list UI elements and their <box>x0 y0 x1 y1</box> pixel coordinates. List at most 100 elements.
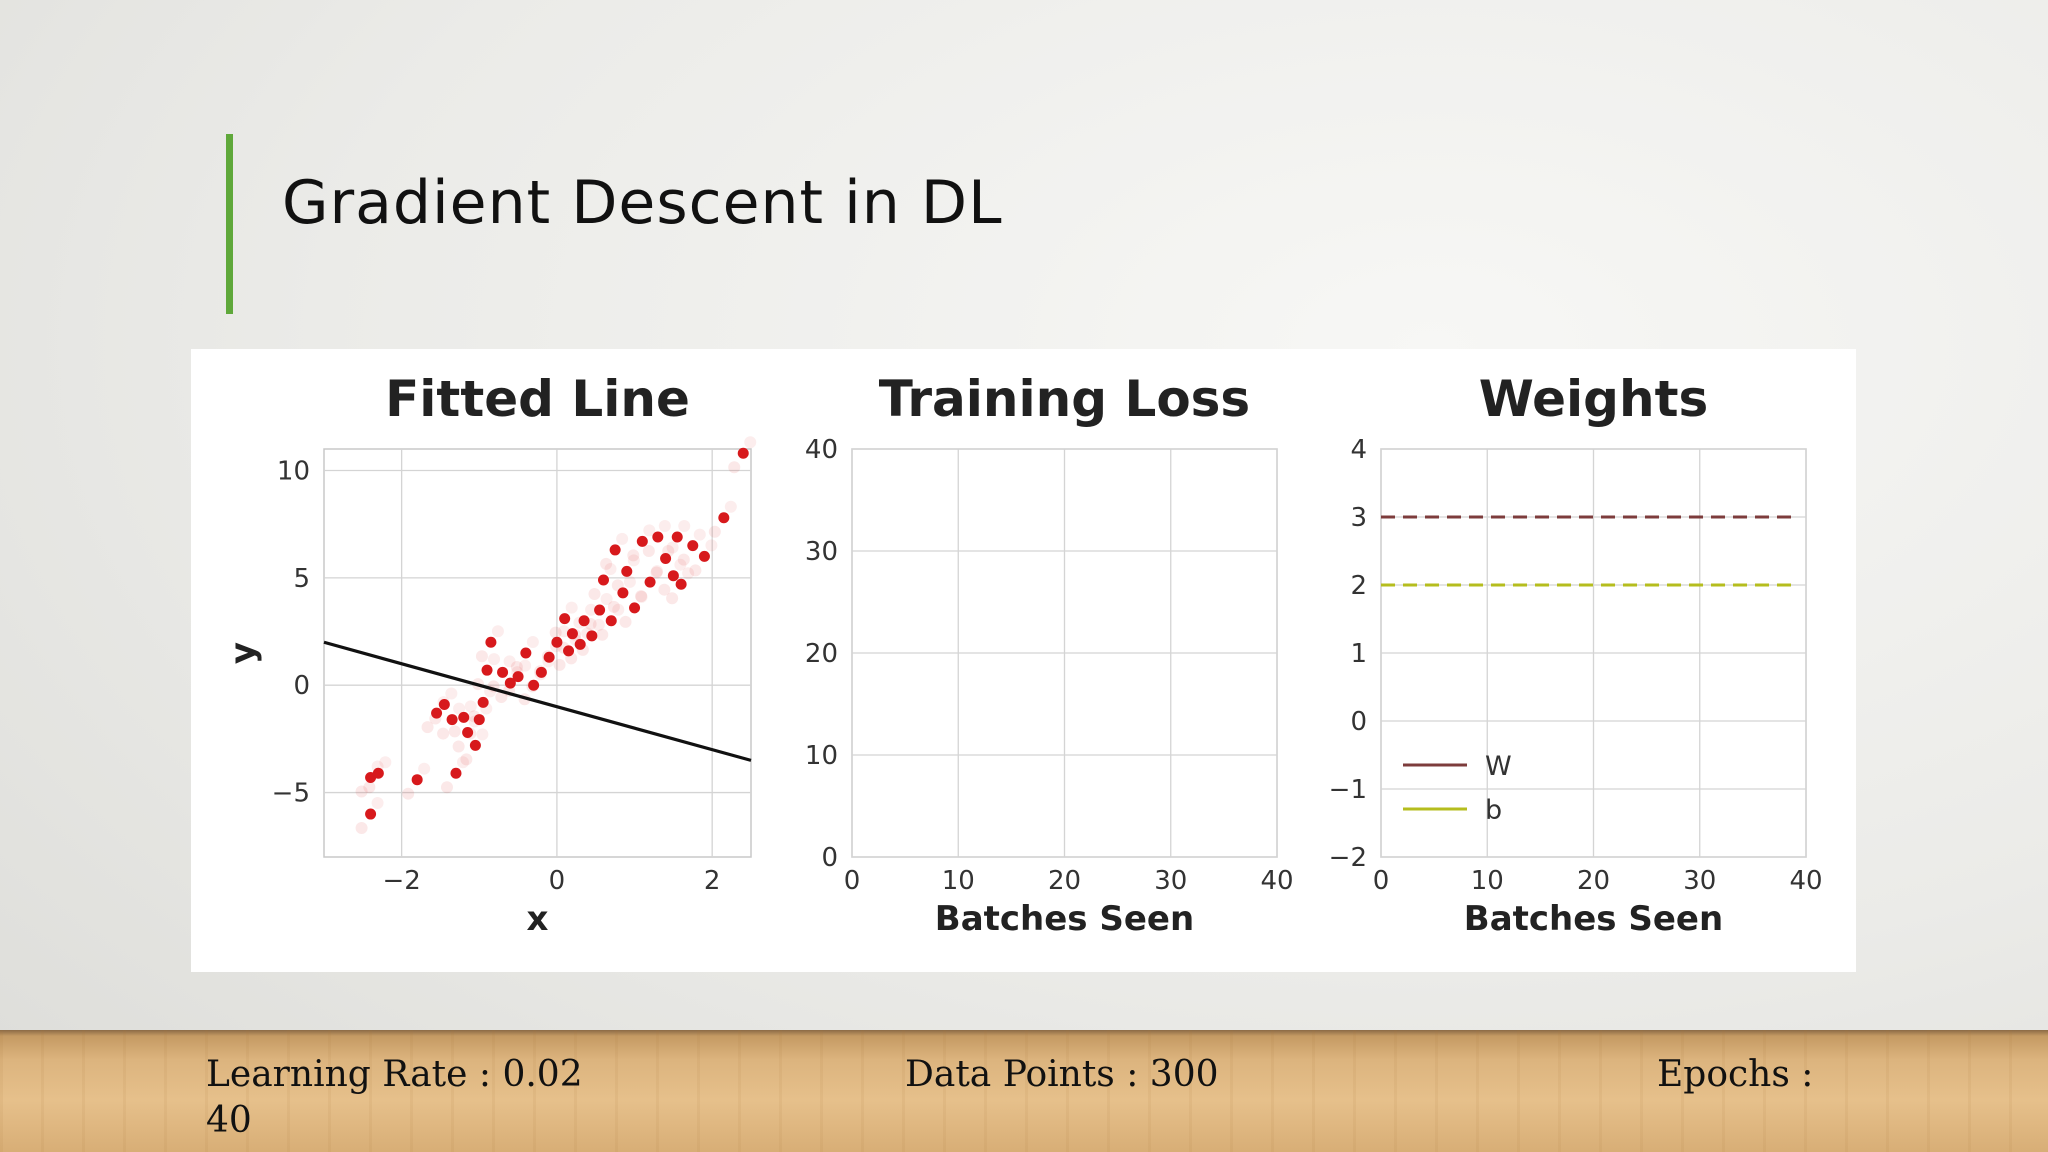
faded-data-point <box>464 700 477 713</box>
data-point <box>559 613 571 625</box>
faded-data-point <box>456 756 469 769</box>
data-point <box>528 679 540 691</box>
data-point <box>617 587 629 599</box>
plot-area-1 <box>323 448 752 858</box>
figure-panel: −2 0 2 −5 0 5 10 Fitted Line x y 0 10 20 30 40 0 10 20 30 4… <box>191 349 1856 972</box>
x-tick-label: 2 <box>704 866 721 896</box>
x-tick-label: 20 <box>1577 866 1610 896</box>
faded-data-point <box>693 528 706 541</box>
data-point <box>609 544 621 556</box>
data-point <box>477 696 489 708</box>
x-tick-label: 10 <box>1471 866 1504 896</box>
faded-data-point <box>677 553 690 566</box>
data-point <box>365 808 377 820</box>
data-point <box>687 540 699 552</box>
faded-data-point <box>600 557 613 570</box>
faded-data-point <box>658 520 671 533</box>
faded-data-point <box>651 565 664 578</box>
learning-rate-overflow: 40 <box>206 1100 252 1141</box>
faded-data-point <box>363 781 376 794</box>
x-tick-label: 0 <box>1373 866 1390 896</box>
data-point <box>462 726 474 738</box>
data-point <box>652 531 664 543</box>
y-tick-label: 2 <box>1350 571 1367 601</box>
chart-title: Training Loss <box>879 370 1250 428</box>
data-point <box>636 535 648 547</box>
data-point <box>469 739 481 751</box>
faded-data-point <box>355 822 368 835</box>
data-point <box>411 774 423 786</box>
y-tick-label: 1 <box>1350 639 1367 669</box>
data-point <box>446 714 458 726</box>
faded-data-point <box>585 603 598 616</box>
faded-data-point <box>705 539 718 552</box>
fitted-line <box>323 640 752 762</box>
data-points-label: Data Points : 300 <box>905 1054 1219 1095</box>
faded-data-point <box>371 797 384 810</box>
y-tick-label: 30 <box>805 537 838 567</box>
faded-data-point <box>476 728 489 741</box>
y-tick-label: 0 <box>293 671 310 701</box>
data-point <box>718 512 730 524</box>
x-axis-label: Batches Seen <box>935 899 1194 939</box>
y-tick-label: 0 <box>1350 707 1367 737</box>
y-tick-label: 40 <box>805 435 838 465</box>
faded-data-point <box>674 558 687 571</box>
legend-label-W: W <box>1485 751 1512 782</box>
faded-data-point <box>627 554 640 567</box>
y-tick-label: 10 <box>805 741 838 771</box>
faded-data-point <box>452 740 465 753</box>
x-tick-label: −2 <box>382 866 420 896</box>
faded-data-point <box>744 436 757 449</box>
faded-data-point <box>650 566 663 579</box>
y-tick-label: −5 <box>272 779 310 809</box>
learning-rate-label: Learning Rate : 0.02 <box>206 1054 583 1095</box>
data-point <box>605 615 617 627</box>
faded-data-point <box>526 636 539 648</box>
faded-data-point <box>708 525 721 538</box>
faded-data-point <box>475 650 488 663</box>
data-point <box>535 666 547 678</box>
faded-data-point <box>666 592 679 605</box>
chart-title: Fitted Line <box>385 370 690 428</box>
faded-data-point <box>549 626 562 639</box>
x-axis-label: x <box>527 899 549 939</box>
faded-data-point <box>666 541 679 554</box>
data-point <box>644 576 656 588</box>
faded-data-point <box>642 545 655 558</box>
x-tick-label: 0 <box>549 866 566 896</box>
faded-data-point <box>724 500 737 513</box>
data-point <box>586 630 598 642</box>
data-point <box>621 565 633 577</box>
faded-data-point <box>588 587 601 600</box>
data-point <box>667 570 679 582</box>
faded-data-point <box>627 549 640 562</box>
faded-data-point <box>495 691 508 704</box>
y-tick-label: 10 <box>277 456 310 486</box>
data-point <box>594 604 606 616</box>
data-point <box>520 647 532 659</box>
data-point <box>473 714 485 726</box>
faded-data-point <box>612 603 625 616</box>
faded-data-point <box>565 601 578 614</box>
data-point <box>671 531 683 543</box>
faded-data-point <box>440 781 453 794</box>
y-tick-label: −2 <box>1329 843 1367 873</box>
chart-title: Weights <box>1479 370 1708 428</box>
data-point <box>563 645 575 657</box>
faded-data-point <box>596 628 609 641</box>
data-point <box>574 638 586 650</box>
x-tick-label: 30 <box>1154 866 1187 896</box>
faded-data-point <box>635 590 648 603</box>
faded-data-point <box>616 532 629 545</box>
faded-data-point <box>728 461 741 474</box>
y-tick-label: 0 <box>821 843 838 873</box>
wood-floor-band <box>0 1030 2048 1152</box>
data-point <box>458 711 470 723</box>
faded-data-point <box>557 625 570 638</box>
faded-data-point <box>604 562 617 575</box>
data-point <box>675 578 687 590</box>
data-point <box>629 602 641 614</box>
x-tick-label: 10 <box>942 866 975 896</box>
